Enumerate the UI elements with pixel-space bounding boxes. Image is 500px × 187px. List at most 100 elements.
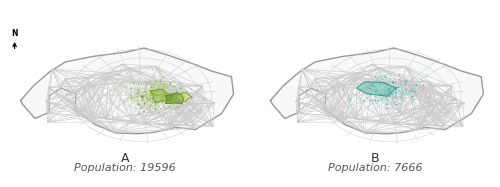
Point [405,88,413,91]
Point [400,82,407,85]
Point [158,75,166,78]
Point [159,95,167,98]
Point [164,91,172,94]
Point [172,87,180,90]
Point [145,105,153,108]
Point [377,94,385,96]
Point [166,97,173,100]
Point [174,98,182,101]
Point [394,86,402,89]
Point [161,96,169,99]
Point [134,102,142,105]
Point [147,96,155,99]
Point [153,84,161,87]
Point [419,84,427,87]
Point [165,105,173,108]
Polygon shape [20,48,234,134]
Point [149,82,157,85]
Point [422,75,430,78]
Point [388,80,396,83]
Point [152,80,160,83]
Point [150,88,158,91]
Point [147,90,155,93]
Point [386,83,394,86]
Point [402,79,410,82]
Point [160,105,168,108]
Point [153,93,161,96]
Point [149,100,157,103]
Point [384,88,392,91]
Point [392,90,400,93]
Point [154,81,162,84]
Point [162,85,170,88]
Point [386,87,394,90]
Point [370,99,378,102]
Point [382,77,390,80]
Point [162,93,170,96]
Point [402,88,409,91]
Point [164,85,172,88]
Point [156,86,164,89]
Point [144,96,152,99]
Point [159,85,167,88]
Point [136,98,144,101]
Point [151,79,159,82]
Point [143,102,151,105]
Point [389,96,397,99]
Point [406,88,414,91]
Point [122,85,130,88]
Point [368,106,376,109]
Point [168,92,176,95]
Point [136,95,144,98]
Point [144,95,152,98]
Point [360,73,368,76]
Point [390,90,398,93]
Point [408,77,416,80]
Point [144,98,152,101]
Point [390,81,398,84]
Point [160,82,168,85]
Point [357,87,365,90]
Point [164,83,172,86]
Text: N: N [12,29,18,38]
Point [378,98,386,101]
Point [163,101,171,104]
Point [165,104,173,107]
Point [148,91,156,94]
Point [142,109,150,112]
Point [393,102,401,105]
Point [390,95,398,98]
Point [397,85,405,88]
Point [383,81,391,84]
Point [364,101,372,104]
Point [388,80,396,83]
Point [145,94,153,97]
Point [149,85,157,88]
Point [178,92,186,95]
Point [138,96,146,99]
Point [402,96,409,99]
Point [396,91,404,94]
Point [398,97,406,100]
Point [382,106,390,109]
Point [142,95,150,98]
Point [405,90,413,93]
Point [139,83,147,86]
Point [138,83,145,86]
Point [384,88,392,91]
Point [388,79,396,82]
Point [383,90,391,93]
Point [150,83,158,86]
Point [140,97,147,100]
Point [152,87,160,90]
Point [392,85,400,88]
Point [147,88,155,91]
Point [408,94,416,97]
Point [152,100,160,103]
Point [149,92,157,95]
Point [146,96,154,99]
Point [383,98,391,101]
Point [398,90,406,93]
Point [383,108,391,111]
Point [168,94,175,97]
